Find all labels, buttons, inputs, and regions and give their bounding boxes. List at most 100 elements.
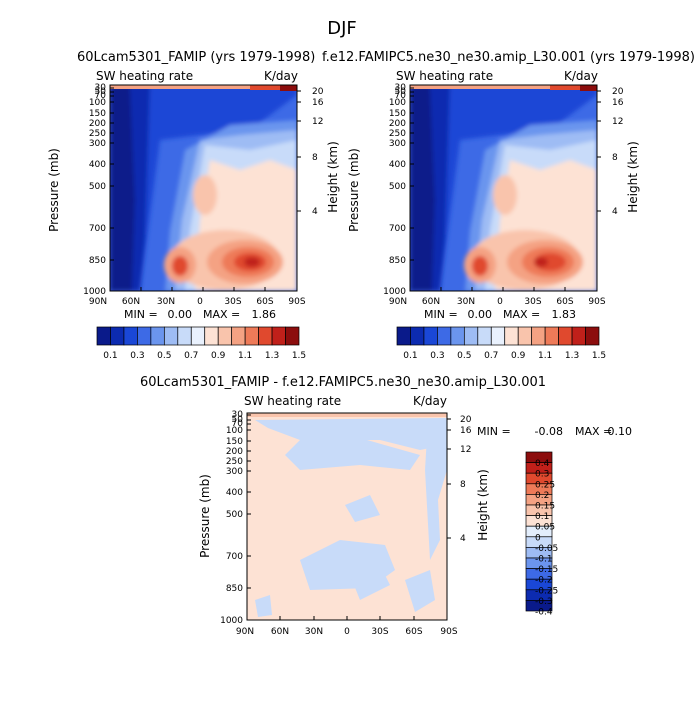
panel-left-units: K/day <box>264 69 298 83</box>
tick-label: 200 <box>89 119 106 129</box>
panel-diff-units: K/day <box>413 394 447 408</box>
min-label: MIN = <box>424 308 458 321</box>
tick-label: 400 <box>89 160 106 170</box>
colorbar-swatch <box>258 326 273 346</box>
tick-label: 150 <box>89 109 106 119</box>
tick-label: 12 <box>460 445 471 455</box>
colorbar-swatch <box>504 326 519 346</box>
colorbar-label: 0.7 <box>184 351 198 361</box>
tick-label: 250 <box>89 129 106 139</box>
colorbar-label: -0.4 <box>535 608 553 618</box>
panel-right-subtitle: SW heating rate <box>396 69 493 83</box>
colorbar-swatch <box>285 326 300 346</box>
colorbar-swatch <box>517 326 533 346</box>
tick-label: 60N <box>422 297 440 307</box>
tick-label: 16 <box>612 98 624 108</box>
tick-label: 1000 <box>383 287 406 297</box>
colorbar-label: -0.3 <box>535 597 553 607</box>
colorbar-label: 0.3 <box>535 470 549 480</box>
tick-label: 30 <box>232 410 244 420</box>
tick-label: 70 <box>395 91 407 101</box>
tick-label: 30 <box>395 83 407 93</box>
colorbar-label: 0.5 <box>157 351 171 361</box>
tick-label: 20 <box>460 415 472 425</box>
colorbar-label: -0.25 <box>535 586 558 596</box>
tick-label: 12 <box>312 117 323 127</box>
tick-label: 30S <box>524 297 541 307</box>
colorbar-swatch <box>231 326 246 346</box>
tick-label: 150 <box>226 437 243 447</box>
colorbar-swatch <box>531 326 546 346</box>
colorbar-label: 0.3 <box>430 351 444 361</box>
y2-axis-label: Height (km) <box>626 141 640 212</box>
y-axis-label: Pressure (mb) <box>198 474 212 558</box>
tick-label: 50 <box>95 87 107 97</box>
min-value: -0.08 <box>535 425 563 438</box>
colorbar-label: 0.05 <box>535 523 555 533</box>
panel-left-subtitle: SW heating rate <box>96 69 193 83</box>
min-label: MIN = <box>477 425 511 438</box>
panel-diff-field <box>247 413 447 620</box>
tick-label: 150 <box>389 109 406 119</box>
colorbar-label: 0.1 <box>403 351 417 361</box>
colorbar-swatch <box>96 326 111 346</box>
colorbar-swatch <box>150 326 165 346</box>
panel-right: f.e12.FAMIPC5.ne30_ne30.amip_L30.001 (yr… <box>322 50 695 361</box>
y-axis-label: Pressure (mb) <box>47 148 61 232</box>
min-value: 0.00 <box>468 308 493 321</box>
y2-axis-label: Height (km) <box>476 469 490 540</box>
colorbar-label: 1.3 <box>565 351 579 361</box>
tick-label: 100 <box>89 98 106 108</box>
tick-label: 4 <box>312 207 318 217</box>
tick-label: 300 <box>389 139 406 149</box>
tick-label: 60S <box>405 627 422 637</box>
tick-label: 250 <box>389 129 406 139</box>
colorbar-label: 1.1 <box>538 351 552 361</box>
colorbar-label: -0.05 <box>535 544 558 554</box>
colorbar-swatch <box>163 326 179 346</box>
colorbar-label: 0.25 <box>535 480 555 490</box>
colorbar-swatch <box>477 326 492 346</box>
colorbar-swatch <box>177 326 192 346</box>
tick-label: 30S <box>224 297 241 307</box>
max-label: MAX = <box>203 308 240 321</box>
colorbar-swatch <box>490 326 506 346</box>
tick-label: 70 <box>232 419 244 429</box>
tick-label: 100 <box>226 426 243 436</box>
colorbar-label: 0.1 <box>103 351 117 361</box>
tick-label: 90N <box>389 297 407 307</box>
tick-label: 700 <box>89 224 106 234</box>
tick-label: 12 <box>612 117 623 127</box>
colorbar-swatch <box>137 326 152 346</box>
colorbar-label: 1.5 <box>592 351 606 361</box>
tick-label: 0 <box>497 297 503 307</box>
tick-label: 60N <box>271 627 289 637</box>
y2-axis-label: Height (km) <box>326 141 340 212</box>
tick-label: 100 <box>389 98 406 108</box>
tick-label: 300 <box>226 467 243 477</box>
colorbar-swatch <box>204 326 219 346</box>
colorbar-swatch <box>450 326 465 346</box>
colorbar-swatch <box>217 326 233 346</box>
season-title: DJF <box>327 18 357 39</box>
tick-label: 500 <box>226 510 243 520</box>
tick-label: 250 <box>226 457 243 467</box>
colorbar-swatch <box>190 326 206 346</box>
tick-label: 1000 <box>220 616 243 626</box>
colorbar-label: 0.4 <box>535 459 550 469</box>
tick-label: 90S <box>440 627 457 637</box>
panel-diff-subtitle: SW heating rate <box>244 394 341 408</box>
max-value: 1.83 <box>552 308 577 321</box>
colorbar-swatch <box>463 326 479 346</box>
colorbar-swatch <box>525 600 553 612</box>
colorbar-label: 0 <box>535 533 541 543</box>
colorbar-swatch <box>571 326 586 346</box>
colorbar-label: -0.1 <box>535 555 553 565</box>
colorbar-swatch <box>123 326 138 346</box>
colorbar-label: 1.1 <box>238 351 252 361</box>
tick-label: 200 <box>389 119 406 129</box>
colorbar-label: -0.2 <box>535 576 553 586</box>
tick-label: 60S <box>256 297 273 307</box>
tick-label: 400 <box>226 488 243 498</box>
tick-label: 500 <box>89 182 106 192</box>
